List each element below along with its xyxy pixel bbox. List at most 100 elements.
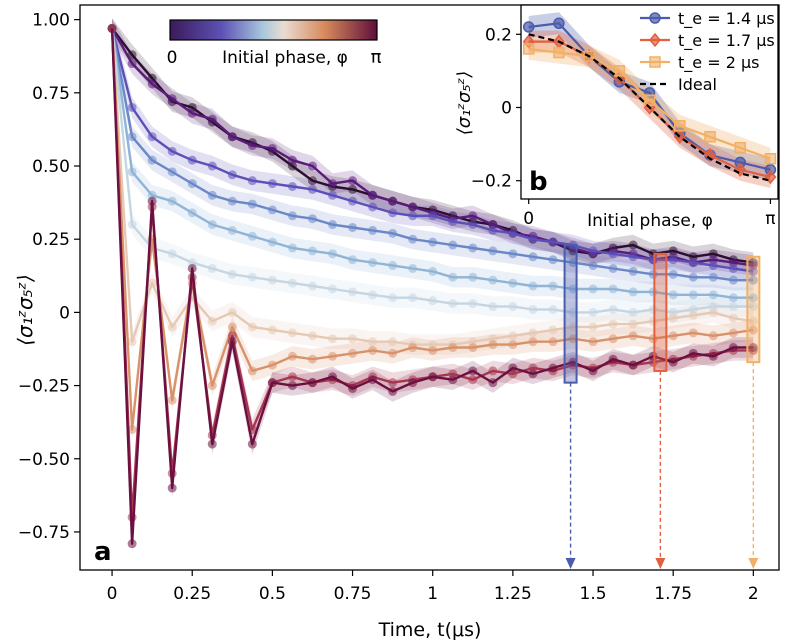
a-point	[608, 284, 618, 294]
a-x-tick-label: 0.5	[259, 584, 286, 604]
a-point	[287, 278, 297, 288]
a-point	[328, 179, 338, 189]
a-point	[187, 179, 197, 189]
b-legend-marker-0	[649, 12, 661, 24]
b-frame	[520, 4, 779, 200]
a-point	[147, 79, 157, 89]
a-point	[468, 366, 478, 376]
a-point	[568, 258, 578, 268]
a-point	[708, 307, 718, 317]
a-point	[368, 345, 378, 355]
a-point	[728, 263, 738, 273]
a-point	[448, 272, 458, 282]
a-point	[127, 59, 137, 69]
a-point	[287, 243, 297, 253]
a-highlight-boxes	[563, 244, 761, 569]
a-point	[488, 246, 498, 256]
a-band-3	[112, 18, 754, 291]
a-point	[348, 184, 358, 194]
a-point	[628, 252, 638, 262]
a-point	[588, 337, 598, 347]
a-point	[307, 354, 317, 364]
a-point	[468, 272, 478, 282]
b-y-tick-label: 0	[501, 98, 512, 118]
b-series-lines	[522, 17, 777, 185]
a-series-lines	[107, 23, 758, 549]
a-point	[287, 155, 297, 165]
a-band-4	[112, 18, 754, 308]
b-point	[522, 43, 535, 55]
a-point	[287, 182, 297, 192]
a-point	[548, 237, 558, 247]
a-point	[207, 190, 217, 200]
a-point	[428, 296, 438, 306]
a-point	[227, 307, 237, 317]
a-point	[167, 483, 177, 493]
a-panel-label: a	[94, 537, 112, 567]
a-point	[328, 220, 338, 230]
a-point	[688, 348, 698, 358]
a-point	[207, 161, 217, 171]
a-point	[348, 176, 358, 186]
a-point	[267, 143, 277, 153]
a-point	[508, 331, 518, 341]
a-point	[287, 381, 297, 391]
a-point	[548, 281, 558, 291]
a-point	[368, 290, 378, 300]
colorbar: 0 Initial phase, φ π	[167, 19, 382, 68]
a-point	[147, 132, 157, 142]
b-x-tick-label: 0	[523, 209, 534, 229]
b-series-line-3	[528, 33, 771, 182]
a-x-tick-label: 2	[748, 584, 759, 604]
a-point	[448, 299, 458, 309]
a-point	[348, 383, 358, 393]
a-point	[408, 263, 418, 273]
a-point	[728, 328, 738, 338]
a-point	[127, 539, 137, 549]
a-band-7	[112, 18, 754, 440]
a-point	[428, 211, 438, 221]
a-point	[448, 343, 458, 353]
a-point	[127, 50, 137, 60]
a-point	[428, 266, 438, 276]
a-point	[628, 331, 638, 341]
b-legend-label-1: t_e = 1.7 μs	[678, 31, 775, 51]
a-point	[227, 170, 237, 180]
b-x-axis-label: Initial phase, φ	[587, 211, 713, 231]
a-y-axis: 1.00 0.75 0.50 0.25 0 −0.25 −0.50 −0.75	[18, 11, 80, 543]
a-point	[548, 337, 558, 347]
a-point	[127, 220, 137, 230]
a-point	[328, 351, 338, 361]
a-point	[508, 302, 518, 312]
a-point	[608, 319, 618, 329]
a-point	[307, 281, 317, 291]
a-point	[748, 343, 758, 353]
a-point	[688, 290, 698, 300]
a-point	[388, 386, 398, 396]
a-point	[628, 287, 638, 297]
a-point	[548, 255, 558, 265]
a-point	[608, 304, 618, 314]
b-point	[674, 120, 686, 132]
a-point	[528, 369, 538, 379]
a-point	[207, 316, 217, 326]
a-point	[648, 287, 658, 297]
a-y-tick-label: 0.25	[32, 230, 70, 250]
b-y-axis: 0.2 0 −0.2	[471, 25, 521, 192]
a-point	[648, 269, 658, 279]
a-point	[307, 246, 317, 256]
a-point	[187, 155, 197, 165]
b-legend: t_e = 1.4 μst_e = 1.7 μst_e = 2 μs Ideal	[640, 9, 775, 94]
a-point	[668, 290, 678, 300]
a-point	[287, 211, 297, 221]
b-legend-marker-1	[649, 32, 661, 48]
a-point	[628, 319, 638, 329]
a-y-tick-label: −0.25	[18, 377, 70, 397]
a-point	[187, 108, 197, 118]
a-point	[488, 366, 498, 376]
a-point	[748, 275, 758, 285]
a-point	[528, 234, 538, 244]
a-point	[588, 246, 598, 256]
b-point	[522, 21, 535, 33]
